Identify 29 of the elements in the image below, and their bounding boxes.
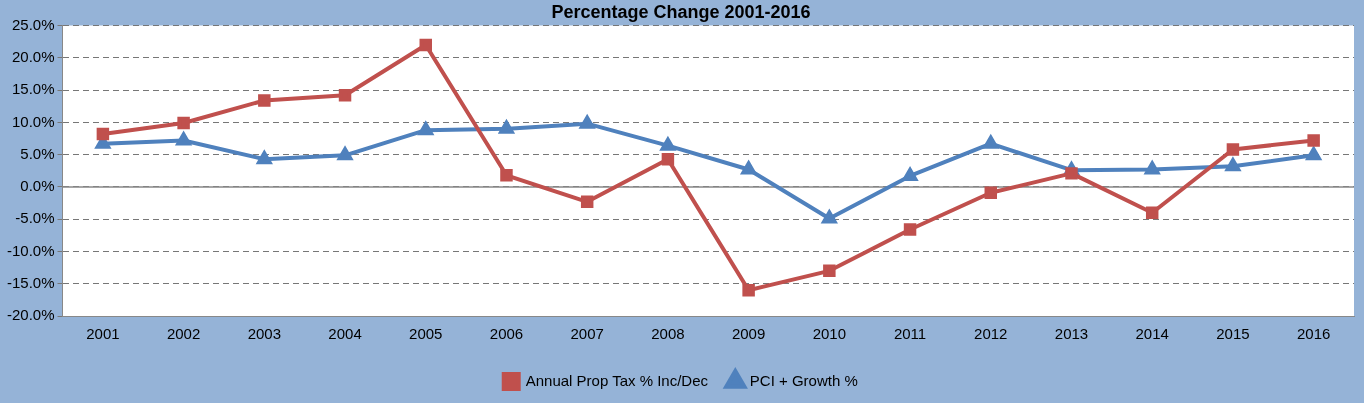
y-tick-label: 20.0% — [11, 48, 55, 66]
y-tick-label: -5.0% — [15, 209, 55, 227]
y-tick-label: -15.0% — [7, 273, 55, 291]
x-tick-label: 2016 — [1296, 325, 1331, 343]
x-tick-label: 2014 — [1135, 325, 1169, 343]
x-tick-label: 2007 — [570, 325, 604, 343]
x-tick-label: 2008 — [651, 325, 685, 343]
y-tick-label: 25.0% — [11, 15, 55, 33]
y-tick-label: 0.0% — [20, 177, 55, 195]
x-tick-label: 2006 — [489, 325, 524, 343]
x-tick-label: 2004 — [328, 325, 362, 343]
x-tick-label: 2005 — [409, 325, 443, 343]
y-tick-label: 5.0% — [20, 144, 55, 162]
x-tick-label: 2003 — [247, 325, 282, 343]
x-tick-label: 2013 — [1054, 325, 1089, 343]
x-tick-label: 2010 — [812, 325, 847, 343]
y-tick-label: -10.0% — [7, 241, 55, 259]
legend-label: PCI + Growth % — [749, 371, 858, 389]
x-tick-label: 2015 — [1216, 325, 1250, 343]
y-tick-label: -20.0% — [7, 306, 55, 324]
x-tick-label: 2012 — [974, 325, 1008, 343]
x-tick-label: 2011 — [893, 325, 927, 343]
x-tick-label: 2001 — [86, 325, 120, 343]
x-tick-label: 2009 — [731, 325, 766, 343]
legend-label: Annual Prop Tax % Inc/Dec — [525, 371, 709, 389]
chart-title: Percentage Change 2001-2016 — [551, 1, 811, 22]
x-tick-label: 2002 — [166, 325, 201, 343]
y-tick-label: 15.0% — [11, 80, 55, 98]
y-tick-label: 10.0% — [11, 112, 55, 130]
